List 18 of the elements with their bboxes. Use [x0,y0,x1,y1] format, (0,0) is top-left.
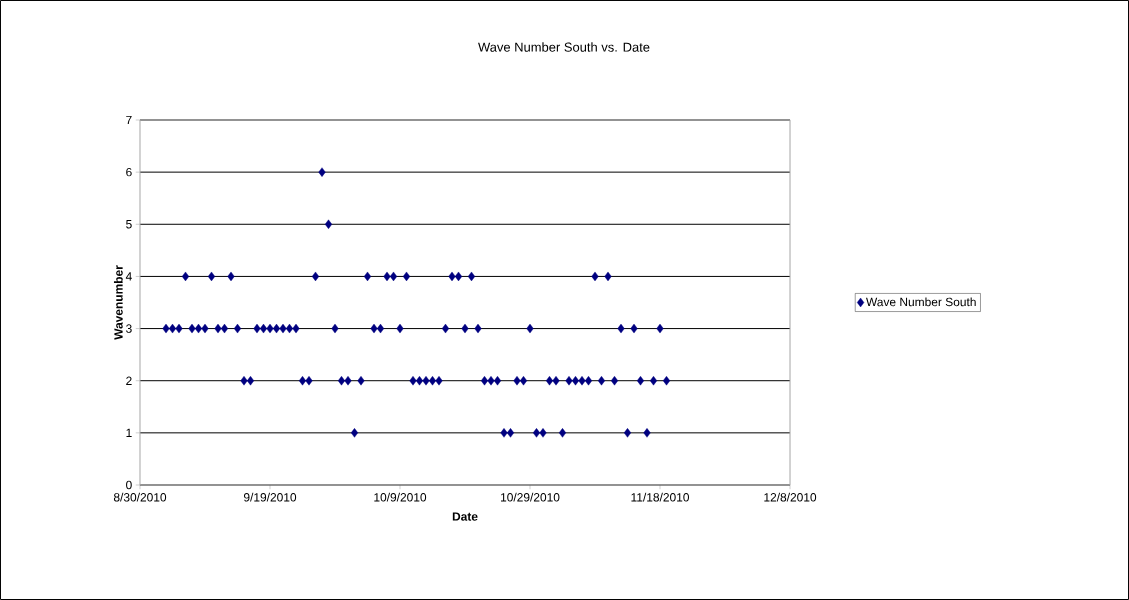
y-axis-title: Wavenumber [113,265,123,340]
y-tick-label: 0 [126,480,132,490]
chart-title: Wave Number South vs. Date [478,42,650,52]
x-tick-label: 10/9/2010 [374,492,427,502]
x-tick-label: 8/30/2010 [113,492,167,502]
x-axis-title: Date [452,512,478,521]
y-tick-label: 1 [126,428,132,437]
x-tick-label: 10/29/2010 [501,492,560,502]
y-tick-label: 6 [126,167,132,177]
y-tick-label: 7 [126,115,132,125]
x-tick-label: 11/18/2010 [631,492,690,502]
legend-label: Wave Number South [866,297,976,307]
x-tick-label: 9/19/2010 [243,492,297,502]
x-tick-label: 12/8/2010 [764,492,817,502]
y-tick-label: 2 [126,376,132,385]
y-tick-label: 5 [126,220,132,229]
y-tick-label: 3 [126,324,132,333]
y-tick-label: 4 [125,272,132,281]
